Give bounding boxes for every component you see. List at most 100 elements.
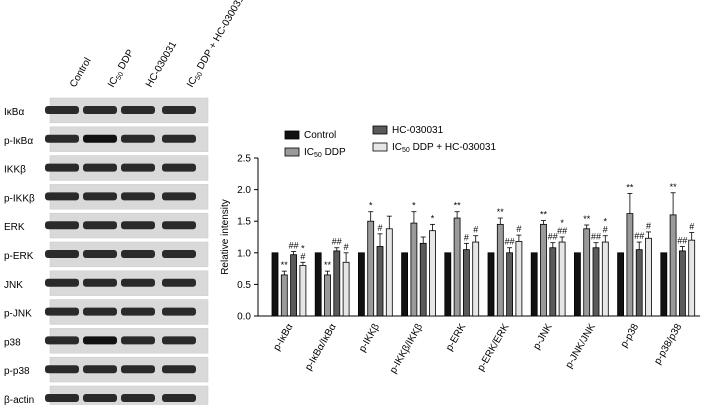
bar: [462, 249, 470, 317]
bar: [496, 223, 504, 317]
bar: [333, 250, 341, 317]
protein-band: [83, 134, 117, 143]
significance-mark: *: [301, 243, 305, 253]
legend-item: IC50 DDP + HC-030031: [372, 142, 496, 154]
significance-mark: #: [344, 242, 349, 252]
blot-row: JNK: [4, 270, 209, 296]
x-tick-label: p-IKKβ: [357, 322, 382, 354]
lane-label: HC-030031: [144, 39, 179, 89]
x-tick-label: p-ERK: [444, 322, 468, 353]
protein-band: [162, 106, 196, 114]
significance-mark: *: [369, 201, 373, 211]
significance-mark: #: [377, 223, 382, 233]
significance-mark: **: [583, 214, 591, 224]
protein-band: [45, 250, 79, 258]
bar: [444, 252, 452, 317]
protein-band: [83, 192, 117, 201]
blot-row-label: p38: [4, 337, 21, 348]
bar: [324, 274, 331, 317]
legend-item: Control: [284, 130, 336, 141]
significance-mark: #: [464, 232, 469, 242]
protein-band: [83, 336, 117, 345]
blot-row-label: IκBα: [4, 107, 24, 118]
significance-mark: ##: [289, 241, 299, 251]
bar: [487, 252, 495, 317]
bar: [342, 261, 350, 317]
protein-band: [83, 365, 117, 374]
legend-label: HC-030031: [392, 125, 444, 136]
protein-band: [83, 221, 117, 230]
blot-row: p-IκBα: [4, 126, 209, 152]
protein-band: [83, 106, 117, 114]
protein-band: [45, 394, 79, 402]
significance-mark: *: [560, 218, 564, 228]
bar: [385, 228, 393, 317]
legend-label: Control: [304, 130, 336, 141]
protein-band: [83, 278, 117, 287]
bar: [617, 252, 624, 317]
legend-label: IC50 DDP: [304, 147, 346, 159]
bar: [669, 214, 677, 317]
significance-mark: #: [473, 225, 478, 235]
bar: [540, 223, 547, 317]
x-tick-label: p-IκBα/IκBα: [303, 322, 339, 373]
blot-row: β-actin: [4, 385, 209, 405]
bar: [558, 241, 566, 317]
protein-band: [121, 250, 155, 258]
lane-label: IC50 DDP: [106, 48, 137, 90]
legend-swatch: [372, 142, 388, 152]
bar: [645, 237, 652, 317]
protein-band: [162, 221, 196, 230]
protein-band: [121, 307, 155, 316]
legend-item: IC50 DDP: [284, 147, 346, 159]
blot-row-label: JNK: [4, 280, 23, 291]
bar: [679, 250, 686, 317]
blot-row-label: p-JNK: [4, 309, 32, 320]
blot-row: ERK: [4, 212, 209, 239]
lane-label: IC50 DDP + HC-030031: [185, 0, 248, 90]
significance-mark: **: [670, 182, 678, 192]
protein-band: [45, 192, 79, 201]
protein-band: [121, 336, 155, 345]
protein-band: [45, 163, 79, 172]
protein-band: [83, 394, 117, 402]
blot-row: p38: [4, 328, 209, 354]
protein-band: [45, 221, 79, 230]
bar: [601, 241, 609, 317]
protein-band: [83, 163, 117, 172]
significance-mark: **: [497, 207, 505, 217]
bar: [515, 241, 523, 317]
bar: [280, 274, 288, 317]
protein-band: [162, 365, 196, 374]
protein-band: [162, 134, 196, 143]
significance-mark: #: [646, 221, 651, 231]
bar: [592, 247, 600, 317]
protein-band: [45, 278, 79, 287]
protein-band: [83, 307, 117, 316]
x-tick-label: p-ERK/ERK: [476, 322, 512, 374]
protein-band: [162, 336, 196, 345]
bar: [635, 249, 643, 317]
blot-row: p-ERK: [4, 241, 209, 268]
significance-mark: ##: [591, 232, 601, 242]
bar: [549, 247, 557, 317]
protein-band: [45, 365, 79, 374]
protein-band: [83, 250, 117, 258]
protein-band: [162, 192, 196, 201]
bar: [506, 252, 514, 317]
bar: [660, 252, 668, 317]
bar: [376, 246, 384, 317]
legend-swatch: [284, 130, 300, 140]
significance-mark: ##: [677, 235, 687, 245]
bar: [367, 220, 375, 317]
western-blot-panel: Control IC50 DDP HC-030031 IC50 DDP + HC-03…: [4, 0, 248, 405]
legend-label: IC50 DDP + HC-030031: [392, 142, 496, 154]
x-tick-label: p-JNK/JNK: [564, 322, 598, 371]
bar: [583, 228, 591, 317]
bar: [429, 230, 436, 317]
significance-mark: ##: [634, 231, 644, 241]
bar: [401, 252, 409, 317]
significance-mark: *: [604, 217, 608, 227]
protein-band: [121, 106, 155, 114]
x-tick-label: p-p38/p38: [652, 322, 684, 367]
